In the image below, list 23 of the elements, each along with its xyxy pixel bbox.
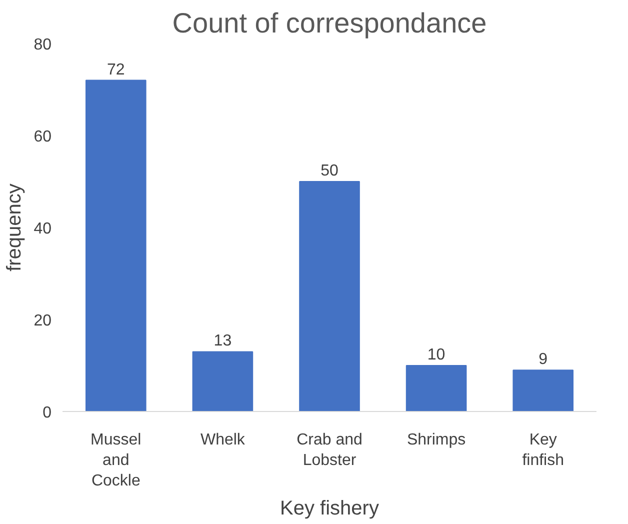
data-label: 72	[107, 61, 125, 78]
y-tick-label: 80	[34, 36, 52, 54]
bar	[512, 370, 574, 412]
x-tick-label: Shrimps	[406, 432, 466, 448]
chart-title: Count of correspondance	[172, 8, 487, 38]
y-axis-title: frequency	[4, 184, 26, 272]
y-tick-label: 0	[42, 404, 52, 422]
y-tick-label: 60	[34, 128, 52, 146]
bar	[192, 351, 254, 412]
data-label: 50	[320, 162, 338, 180]
y-tick-label: 40	[34, 220, 52, 238]
x-tick-label: Whelk	[200, 432, 246, 448]
x-tick-label: Mussel and Cockle	[90, 432, 142, 490]
x-axis-title: Key fishery	[280, 497, 379, 520]
bar	[406, 365, 467, 412]
data-label: 13	[214, 332, 232, 350]
bar	[85, 80, 146, 412]
data-label: 9	[538, 351, 548, 368]
bar	[299, 181, 360, 412]
x-tick-label: Crab and Lobster	[296, 432, 362, 469]
y-tick-label: 20	[34, 312, 52, 330]
x-tick-label: Key finfish	[522, 432, 564, 469]
data-label: 10	[427, 346, 446, 364]
